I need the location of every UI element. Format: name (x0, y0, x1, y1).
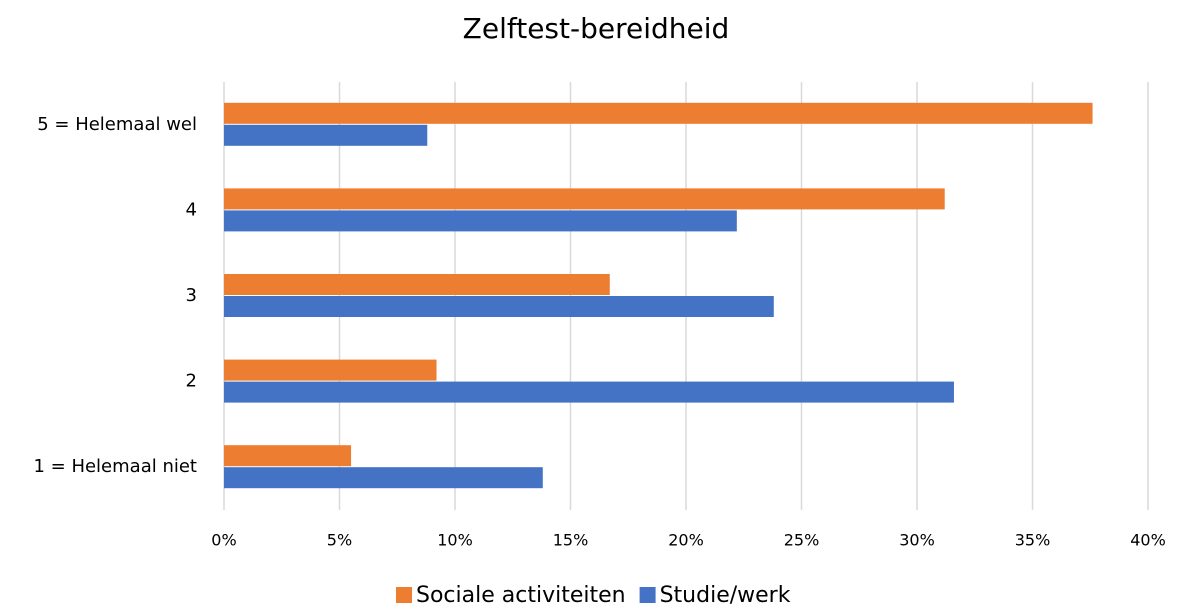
x-tick-label: 25% (784, 531, 820, 550)
x-tick-label: 15% (553, 531, 589, 550)
x-tick-label: 40% (1130, 531, 1166, 550)
bar (224, 381, 954, 403)
bar (224, 210, 737, 232)
chart-title: Zelftest-bereidheid (463, 12, 730, 45)
x-tick-label: 20% (668, 531, 704, 550)
x-tick-label: 0% (211, 531, 236, 550)
bar (224, 359, 437, 381)
x-tick-label: 30% (899, 531, 935, 550)
bar (224, 296, 774, 317)
legend-swatch (396, 587, 412, 603)
bar (224, 124, 428, 146)
legend-label: Sociale activiteiten (416, 583, 626, 608)
y-tick-label: 1 = Helemaal niet (33, 456, 197, 477)
y-tick-label: 3 (186, 285, 197, 306)
x-tick-label: 5% (327, 531, 352, 550)
bar (224, 445, 352, 467)
bar (224, 102, 1093, 124)
x-tick-label: 35% (1015, 531, 1051, 550)
x-tick-label: 10% (437, 531, 473, 550)
bar (224, 188, 945, 210)
legend-label: Studie/werk (660, 583, 791, 608)
bar (224, 274, 610, 295)
legend-swatch (639, 587, 656, 603)
y-tick-label: 2 (186, 371, 197, 392)
y-tick-label: 4 (186, 199, 197, 220)
y-tick-label: 5 = Helemaal wel (37, 114, 197, 135)
bar (224, 467, 543, 489)
